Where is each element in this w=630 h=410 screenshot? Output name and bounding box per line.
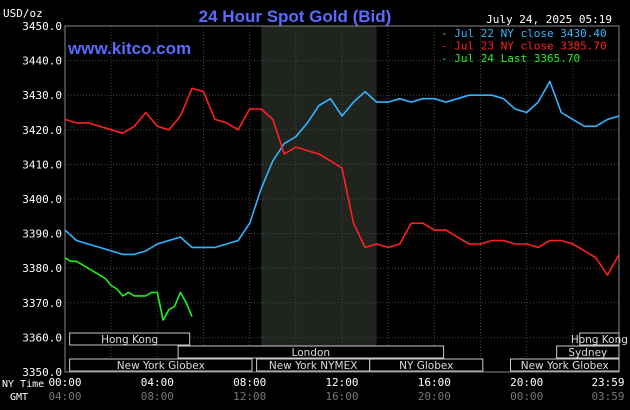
legend: - Jul 22 NY close 3430.40- Jul 23 NY clo… [441,27,607,65]
session-label: Hong Kong [101,334,158,346]
x-tick-gmt: 00:00 [510,390,543,403]
x-tick-gmt: 04:00 [48,390,81,403]
series-line-1 [64,87,620,276]
x-tick-ny: 16:00 [418,376,451,389]
session-label: London [292,347,331,359]
session-bar [556,345,620,359]
y-tick-label: 3360.0 [22,331,62,344]
series-line-0 [64,80,620,256]
y-tick-label: 3430.0 [22,89,62,102]
x-tick-gmt: 16:00 [325,390,358,403]
chart-title: 24 Hour Spot Gold (Bid) [199,7,392,26]
x-tick-ny: 12:00 [325,376,358,389]
y-tick-label: 3390.0 [22,228,62,241]
session-label: New York Globex [521,360,609,372]
y-tick-label: 3450.0 [22,20,62,33]
series-line-2 [64,257,193,321]
x-tick-gmt: 08:00 [141,390,174,403]
legend-entry: - Jul 22 NY close 3430.40 [441,27,607,40]
kitco-watermark: www.kitco.com [67,39,191,58]
shaded-band [261,26,377,372]
session-bar [177,345,445,359]
price-series [64,80,620,321]
session-bar [69,332,191,346]
x-axis-ticks: NY Time GMT 00:00 04:00 08:00 12:00 16:00 20:… [2,376,625,403]
y-tick-label: 3440.0 [22,55,62,68]
x-tick-ny: 23:59 [591,376,624,389]
plot-frame [64,25,620,373]
x-tick-ny: 04:00 [141,376,174,389]
session-bar [579,332,620,346]
x-tick-ny: 20:00 [510,376,543,389]
x-tick-gmt: 03:59 [591,390,624,403]
legend-entry: - Jul 24 Last 3365.70 [441,52,580,65]
legend-entry: - Jul 23 NY close 3385.70 [441,40,607,53]
y-tick-label: 3420.0 [22,124,62,137]
y-tick-label: 3400.0 [22,193,62,206]
gmt-label: GMT [10,392,28,403]
session-bar [510,358,620,372]
y-axis-ticks: 3350.0 3360.0 3370.0 3380.0 3390.0 3400.0 3410… [22,20,62,379]
nymex-shaded-region [261,26,377,372]
session-label: Hong Kong [571,334,628,346]
y-tick-label: 3350.0 [22,366,62,379]
session-label: NY Globex [399,360,453,372]
date-stamp: July 24, 2025 05:19 [486,13,612,26]
session-bar [369,358,484,372]
session-label: New York NYMEX [269,360,358,372]
x-tick-ny: 08:00 [233,376,266,389]
y-tick-label: 3380.0 [22,262,62,275]
session-label: Sydney [568,347,607,359]
y-tick-label: 3370.0 [22,297,62,310]
ny-time-label: NY Time [2,379,44,390]
x-tick-gmt: 20:00 [418,390,451,403]
y-tick-label: 3410.0 [22,158,62,171]
session-label: New York Globex [117,360,205,372]
session-bar [69,358,253,372]
unit-label: USD/oz [3,7,43,20]
x-tick-gmt: 12:00 [233,390,266,403]
x-tick-ny: 00:00 [48,376,81,389]
